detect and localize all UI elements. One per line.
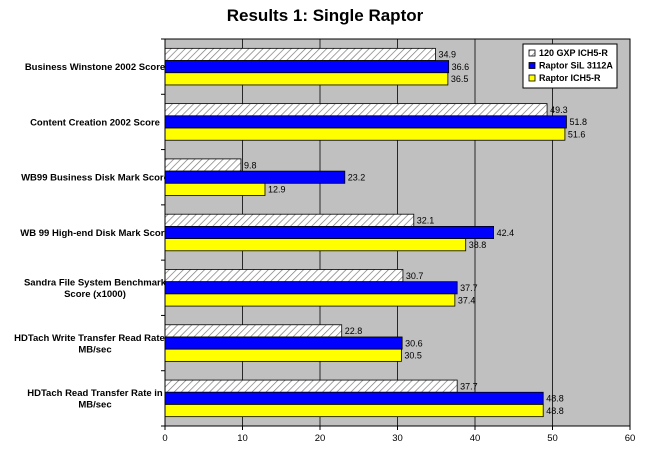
x-tick-label: 0 [162, 433, 167, 444]
x-tick-label: 10 [237, 433, 248, 444]
category-label: Content Creation 2002 Score [30, 117, 160, 128]
data-label: 30.5 [404, 351, 422, 361]
data-label: 42.4 [497, 228, 515, 238]
bar [164, 391, 544, 405]
bar [164, 348, 402, 362]
plot-area: 0 10 20 30 40 50 60 Business Winstone 2002 Scor… [14, 38, 636, 444]
legend-swatch [528, 74, 536, 82]
bar [164, 103, 548, 117]
bar [164, 336, 403, 350]
legend-swatch [528, 49, 536, 57]
data-label: 23.2 [348, 173, 366, 183]
data-label: 37.7 [460, 381, 478, 391]
data-label: 32.1 [417, 216, 435, 226]
data-label: 38.8 [469, 240, 487, 250]
legend-swatch [528, 62, 536, 69]
bar [164, 238, 467, 252]
bar [164, 115, 567, 129]
data-label: 48.8 [546, 394, 564, 404]
legend: 120 GXP ICH5-R Raptor SiL 3112A Raptor ICH… [522, 43, 618, 89]
category-label: WB99 Business Disk Mark Score [21, 173, 169, 184]
x-tick-label: 20 [315, 433, 326, 444]
x-tick-label: 60 [625, 433, 636, 444]
data-label: 34.9 [438, 50, 456, 60]
bar [164, 281, 458, 295]
bar [164, 293, 456, 307]
bar [164, 269, 404, 283]
category-label: HDTach Read Transfer Rate in [27, 388, 163, 399]
data-label: 30.7 [406, 271, 424, 281]
bar [164, 158, 242, 172]
x-tick-label: 30 [392, 433, 403, 444]
data-label: 22.8 [345, 326, 363, 336]
x-tick-label: 40 [470, 433, 481, 444]
data-label: 12.9 [268, 185, 286, 195]
category-label: MB/sec [78, 400, 111, 411]
bar [164, 379, 458, 393]
category-label: Sandra File System Benchmark [24, 278, 167, 289]
bar [164, 47, 436, 61]
bar [164, 404, 544, 418]
x-tick-label: 50 [547, 433, 558, 444]
legend-box [522, 43, 618, 89]
legend-label: Raptor SiL 3112A [539, 61, 613, 71]
plot-border [164, 38, 631, 427]
legend-label: Raptor ICH5-R [539, 73, 601, 83]
data-label: 30.6 [405, 338, 423, 348]
bar [164, 182, 266, 196]
data-label: 37.4 [458, 295, 476, 305]
legend-label: 120 GXP ICH5-R [539, 48, 608, 58]
bar [164, 127, 566, 141]
data-label: 9.8 [244, 160, 257, 170]
bar [164, 225, 495, 239]
category-label: Score (x1000) [64, 289, 126, 300]
chart-title: Results 1: Single Raptor [227, 6, 424, 25]
data-label: 49.3 [550, 105, 568, 115]
category-label: Business Winstone 2002 Score [25, 62, 165, 73]
bar [164, 60, 450, 74]
data-label: 36.6 [452, 62, 470, 72]
bar [164, 170, 346, 184]
bar [164, 324, 343, 338]
category-label: HDTach Write Transfer Read Rate in [14, 333, 176, 344]
category-label: WB 99 High-end Disk Mark Score [20, 228, 169, 239]
data-label: 48.8 [546, 406, 564, 416]
bar [164, 213, 415, 227]
data-label: 37.7 [460, 283, 478, 293]
data-label: 51.8 [569, 117, 587, 127]
bar [164, 72, 449, 86]
data-label: 36.5 [451, 74, 469, 84]
category-label: MB/sec [78, 344, 111, 355]
data-label: 51.6 [568, 129, 586, 139]
